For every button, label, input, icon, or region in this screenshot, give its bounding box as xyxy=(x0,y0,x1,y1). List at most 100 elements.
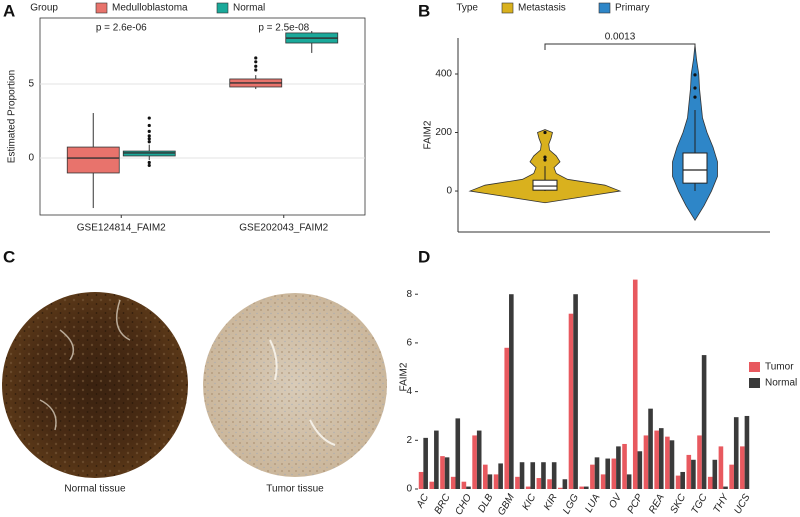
bar xyxy=(744,415,750,489)
bar xyxy=(675,475,681,489)
box xyxy=(682,152,708,184)
y-tick-label: 0 xyxy=(28,153,34,164)
bar xyxy=(622,443,627,489)
y-tick-label: 0 xyxy=(446,186,452,197)
bar xyxy=(423,437,428,489)
legend-label: Primary xyxy=(615,3,649,14)
bar xyxy=(616,446,621,489)
legend-swatch xyxy=(501,2,514,14)
x-tick-label: TGC xyxy=(690,492,710,516)
legend-label: Normal xyxy=(233,3,265,14)
x-tick-label: GSE202043_FAIM2 xyxy=(239,223,328,234)
outlier xyxy=(693,86,697,90)
x-tick-label: OV xyxy=(607,491,624,510)
outlier xyxy=(254,68,258,72)
legend-swatch xyxy=(749,362,760,372)
x-tick-label: LUA xyxy=(583,492,602,515)
plot-panel xyxy=(39,17,366,216)
x-tick-label: SKC xyxy=(668,492,688,516)
bar xyxy=(434,430,439,489)
bar xyxy=(718,446,724,489)
bar xyxy=(455,418,461,489)
bar xyxy=(472,435,477,489)
outlier xyxy=(254,64,258,68)
annotation: p = 2.6e-06 xyxy=(96,23,147,34)
legend-swatch xyxy=(95,2,108,14)
legend-swatch xyxy=(216,2,229,14)
significance-bracket xyxy=(544,43,696,50)
bar xyxy=(562,479,568,489)
bar xyxy=(643,435,649,489)
y-tick-label: 5 xyxy=(28,79,34,90)
bar xyxy=(605,458,611,489)
bar xyxy=(418,471,424,489)
bar xyxy=(723,486,728,489)
image-caption: Normal tissue xyxy=(64,484,126,495)
y-tick-label: 400 xyxy=(435,69,452,80)
bar xyxy=(551,462,557,489)
bar xyxy=(665,436,670,489)
x-tick-label: BRC xyxy=(433,492,453,516)
bar xyxy=(541,462,546,489)
bar xyxy=(600,474,606,489)
x-tick-label: REA xyxy=(647,492,667,516)
bar xyxy=(568,313,574,489)
annotation: 0.0013 xyxy=(605,32,636,43)
tissue-normal xyxy=(2,292,188,478)
outlier xyxy=(543,155,547,159)
y-tick-label: 200 xyxy=(435,127,452,138)
bar xyxy=(584,486,589,489)
x-tick-label: PCP xyxy=(626,492,646,516)
panel-label: D xyxy=(418,247,430,266)
bar xyxy=(691,459,696,489)
panel-label: A xyxy=(3,1,15,20)
bar xyxy=(530,462,536,489)
bar xyxy=(648,408,653,489)
y-axis-label: Estimated Proportion xyxy=(7,70,18,163)
bar xyxy=(498,463,503,489)
bar xyxy=(729,464,734,489)
legend-label: Normal xyxy=(765,378,797,389)
bar xyxy=(476,430,482,489)
bar xyxy=(557,487,563,489)
outlier xyxy=(147,140,151,144)
y-axis-label: FAIM2 xyxy=(423,120,434,149)
legend-swatch xyxy=(598,2,611,14)
outlier xyxy=(254,60,258,64)
y-tick-label: 4 xyxy=(406,386,412,397)
outlier xyxy=(147,123,151,128)
x-tick-label: KIC xyxy=(520,492,538,513)
legend-title: Type xyxy=(456,3,478,14)
x-tick-label: AC xyxy=(414,492,431,511)
bar xyxy=(626,474,632,489)
bar xyxy=(712,459,718,489)
bar xyxy=(611,458,617,489)
bar xyxy=(707,476,713,489)
box xyxy=(66,146,120,174)
bar xyxy=(515,476,520,489)
bar xyxy=(444,457,450,489)
y-axis-label: FAIM2 xyxy=(399,362,410,391)
legend-label: Tumor xyxy=(765,362,794,373)
bar xyxy=(504,347,510,489)
legend-title: Group xyxy=(30,3,58,14)
panel-label: C xyxy=(3,247,15,266)
outlier xyxy=(543,158,547,162)
bar xyxy=(658,428,664,489)
outlier xyxy=(147,116,151,120)
outlier xyxy=(147,160,151,165)
outlier xyxy=(147,137,151,141)
outlier xyxy=(147,134,151,138)
outlier xyxy=(147,129,151,133)
legend-label: Metastasis xyxy=(518,3,566,14)
image-caption: Tumor tissue xyxy=(266,484,324,495)
bar xyxy=(669,440,675,489)
bar xyxy=(536,478,542,489)
legend-swatch xyxy=(749,378,760,388)
bar xyxy=(509,294,514,489)
bar xyxy=(594,457,600,489)
bar xyxy=(440,456,445,489)
bar xyxy=(590,464,595,489)
